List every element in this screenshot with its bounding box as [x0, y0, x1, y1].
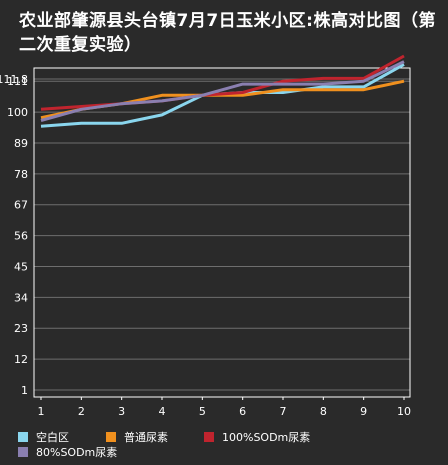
y-tick-label: 100: [7, 106, 28, 119]
y-tick-label: 12: [14, 353, 28, 366]
x-axis-ticks: 1 2 3 4 5 6 7 8 9 10: [38, 397, 411, 418]
y-tick-label: 78: [14, 168, 28, 181]
chart-title: 农业部肇源县头台镇7月7日玉米小区:株高对比图（第二次重复实验）: [19, 11, 436, 55]
legend-swatch-1: [18, 432, 28, 442]
x-tick-label: 10: [397, 405, 411, 418]
x-tick-label: 2: [78, 405, 85, 418]
legend-swatch-2: [106, 432, 116, 442]
legend-label-2: 普通尿素: [124, 430, 168, 444]
y-tick-label: 67: [14, 199, 28, 212]
y-tick-label: 45: [14, 260, 28, 273]
legend-label-4: 80%SODm尿素: [36, 446, 117, 459]
x-tick-label: 9: [360, 405, 367, 418]
y-tick-label: 56: [14, 230, 28, 243]
x-tick-label: 5: [199, 405, 206, 418]
legend-swatch-4: [18, 447, 28, 457]
x-tick-label: 8: [320, 405, 327, 418]
legend: 空白区 普通尿素 100%SODm尿素 80%SODm尿素: [18, 430, 310, 459]
x-tick-label: 1: [38, 405, 45, 418]
legend-label-1: 空白区: [36, 430, 69, 444]
y-tick-label: 34: [14, 291, 28, 304]
x-tick-label: 7: [280, 405, 287, 418]
x-tick-label: 3: [118, 405, 125, 418]
legend-label-3: 100%SODm尿素: [222, 431, 310, 444]
plot-area: [33, 67, 411, 398]
series-lines: [40, 54, 405, 128]
series-line-4: [40, 60, 405, 122]
y-tick-label: 23: [14, 322, 28, 335]
y-tick-label: 89: [14, 137, 28, 150]
legend-swatch-3: [204, 432, 214, 442]
grid-lines: [34, 78, 410, 391]
x-tick-label: 4: [159, 405, 166, 418]
x-tick-label: 6: [239, 405, 246, 418]
y-tick-label: 1: [21, 384, 28, 397]
y-axis-ticks: 1 12 23 34 45 56 67 78 89 100 111111.8: [0, 73, 28, 397]
y-tick-label: 111.8: [0, 73, 28, 86]
y-tick-label: 111: [7, 75, 28, 88]
